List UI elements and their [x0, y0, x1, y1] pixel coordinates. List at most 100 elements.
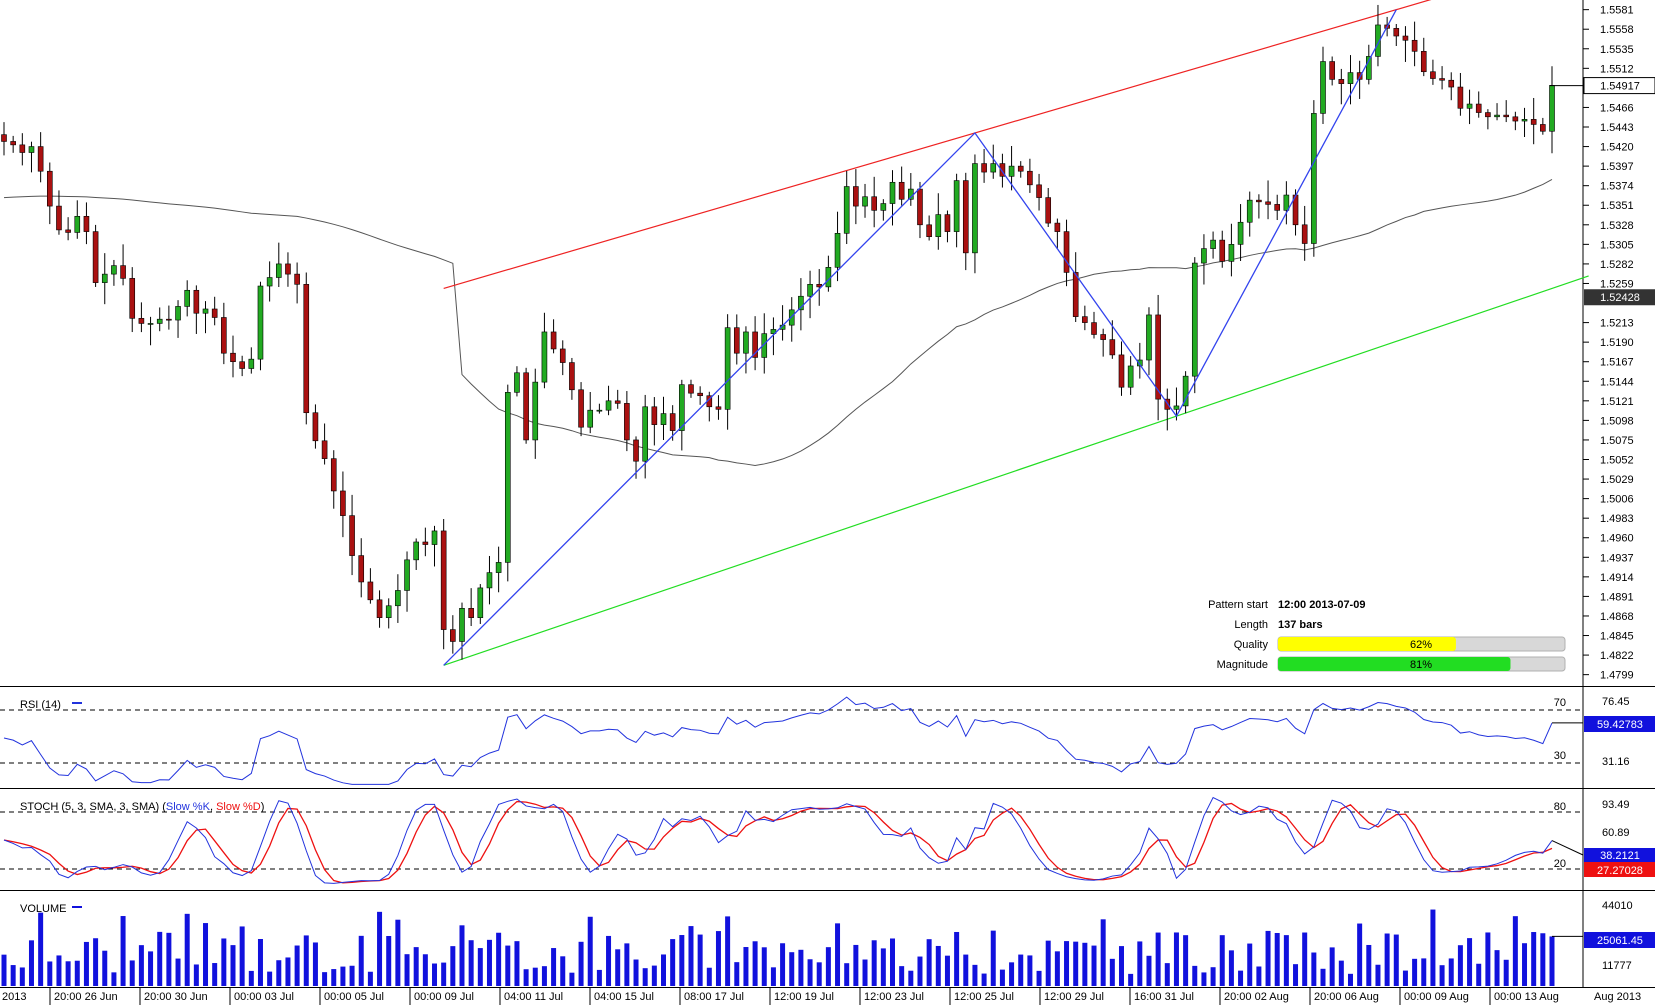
candle: [614, 389, 621, 409]
candle: [1402, 26, 1409, 62]
rsi-title: RSI (14): [20, 699, 61, 711]
candle: [1008, 145, 1015, 191]
candle: [688, 379, 694, 398]
candle: [1540, 117, 1546, 135]
candle: [605, 385, 612, 416]
volume-bar: [624, 943, 630, 986]
volume-bar: [1302, 932, 1308, 986]
volume-bar: [853, 944, 859, 986]
candle: [248, 347, 255, 374]
candle: [642, 394, 648, 479]
time-tick-label: 20:00 06 Aug: [1314, 991, 1379, 1003]
candle: [532, 368, 539, 459]
candlestick-layer: [1, 4, 1555, 660]
volume-bar: [1155, 932, 1161, 986]
candle: [1118, 341, 1125, 396]
volume-bar: [477, 948, 483, 986]
volume-bar: [1366, 944, 1372, 986]
candle: [660, 396, 667, 440]
volume-bar: [1247, 943, 1253, 986]
price-tick-label: 1.5190: [1600, 337, 1634, 349]
candle: [275, 242, 282, 288]
price-tick-label: 1.5006: [1600, 494, 1634, 506]
candle: [349, 494, 355, 576]
volume-bar: [358, 935, 364, 986]
time-tick-label: 16:00 31 Jul: [1134, 991, 1194, 1003]
candle: [1045, 187, 1052, 228]
volume-bar: [1375, 964, 1381, 986]
candle: [330, 450, 337, 509]
candle: [926, 215, 932, 241]
candle: [1127, 356, 1134, 395]
candle: [156, 307, 163, 332]
candle: [111, 259, 117, 286]
volume-bar: [569, 972, 575, 986]
volume-bar: [926, 939, 932, 986]
candle: [743, 326, 749, 374]
candle: [559, 340, 566, 376]
candle: [147, 316, 154, 346]
quality-value: 62%: [1410, 639, 1432, 651]
candle: [514, 366, 520, 397]
volume-bar: [697, 934, 703, 986]
candle: [871, 176, 877, 228]
volume-bar: [935, 945, 941, 986]
candle: [285, 252, 291, 287]
stoch-level-80-label: 80: [1554, 801, 1566, 813]
volume-bar: [386, 936, 392, 986]
volume-bar: [551, 948, 557, 986]
time-axis: 2013 20:00 26 Jun 20:00 30 Jun 00:00 03 Jul…: [2, 988, 1641, 1005]
volume-tick-high: 44010: [1602, 900, 1633, 912]
candle: [1228, 223, 1235, 277]
candle: [1063, 219, 1070, 287]
candle: [1356, 60, 1363, 99]
candle: [944, 210, 951, 243]
candle: [962, 172, 969, 271]
volume-bar: [825, 947, 831, 986]
volume-bar: [1118, 946, 1124, 986]
price-tick-label: 1.4937: [1600, 552, 1634, 564]
candle: [1301, 205, 1308, 261]
support-line: [443, 275, 1589, 666]
price-tick-label: 1.5374: [1600, 181, 1634, 193]
volume-bar: [432, 963, 438, 986]
candle: [184, 280, 190, 317]
candle: [523, 367, 529, 444]
volume-bar: [752, 941, 758, 986]
candle: [1017, 161, 1024, 178]
candle: [862, 183, 868, 218]
time-tick-label: 00:00 05 Jul: [324, 991, 384, 1003]
candle: [37, 132, 44, 183]
candle: [1274, 194, 1281, 221]
candle: [1338, 68, 1345, 105]
candle: [779, 305, 786, 341]
candle: [1485, 109, 1491, 130]
candle: [303, 272, 310, 425]
stoch-k-last-box: [1584, 848, 1655, 862]
volume-bar: [1137, 941, 1143, 986]
volume-bar: [404, 954, 410, 986]
candle: [1521, 107, 1528, 137]
candle: [1375, 4, 1381, 67]
volume-bar: [285, 957, 291, 986]
volume-bar: [1219, 935, 1225, 986]
price-tick-label: 1.5167: [1600, 357, 1634, 369]
candle: [880, 199, 887, 221]
volume-bar: [1430, 909, 1436, 986]
candle: [733, 314, 740, 365]
zigzag-line: [443, 9, 1397, 666]
candle: [166, 305, 172, 330]
volume-bar: [981, 973, 987, 986]
candle: [1420, 37, 1427, 77]
candle: [202, 301, 209, 334]
stochastic-panel: 80 20 STOCH (5, 3, SMA, 3, SMA) (Slow %K…: [0, 796, 1655, 884]
candle: [1311, 100, 1317, 257]
volume-bar: [1228, 950, 1234, 986]
price-tick-label: 1.5213: [1600, 318, 1634, 330]
candle: [724, 314, 731, 430]
last-price-value: 1.54917: [1600, 81, 1640, 93]
volume-bar: [56, 955, 62, 986]
candle: [83, 202, 90, 245]
volume-bar: [798, 949, 804, 986]
volume-bar: [706, 967, 712, 986]
